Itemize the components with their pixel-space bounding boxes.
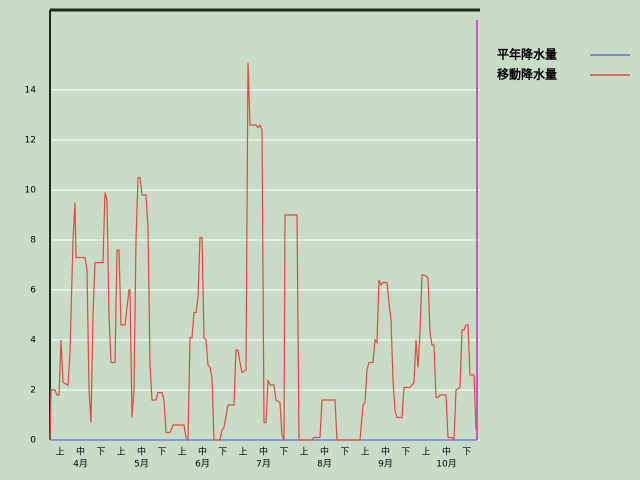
x-tick-label: 上 [117,447,126,458]
series-line [49,62,477,442]
x-tick-label: 中 [137,446,146,458]
y-tick-label: 6 [30,286,36,296]
y-tick-label: 12 [25,136,36,146]
y-tick-label: 0 [30,436,36,446]
month-label: 10月 [436,459,456,470]
x-tick-label: 中 [320,446,329,458]
month-label: 6月 [195,459,210,470]
month-label: 7月 [256,459,271,470]
month-label: 9月 [378,459,393,470]
y-tick-label: 14 [25,86,37,96]
x-tick-label: 上 [178,447,187,458]
x-tick-label: 上 [422,447,431,458]
x-tick-label: 中 [76,446,85,458]
x-tick-label: 上 [300,447,309,458]
x-tick-label: 下 [401,448,410,458]
x-tick-label: 下 [340,448,349,458]
x-tick-label: 上 [56,447,65,458]
y-tick-label: 8 [30,236,36,246]
y-tick-label: 4 [30,336,36,346]
x-tick-label: 上 [361,447,370,458]
month-label: 5月 [134,459,149,470]
month-label: 8月 [317,459,332,470]
x-tick-label: 下 [462,448,471,458]
month-label: 4月 [73,459,88,470]
x-tick-label: 中 [442,446,451,458]
legend-label: 移動降水量 [497,67,557,82]
legend-label: 平年降水量 [497,47,557,62]
x-tick-label: 中 [198,446,207,458]
x-tick-label: 中 [381,446,390,458]
x-tick-label: 中 [259,446,268,458]
x-tick-label: 下 [218,448,227,458]
y-tick-label: 2 [30,386,36,396]
x-tick-label: 下 [96,448,105,458]
x-tick-label: 下 [279,448,288,458]
y-tick-label: 10 [25,186,37,196]
x-tick-label: 下 [157,448,166,458]
x-tick-label: 上 [239,447,248,458]
